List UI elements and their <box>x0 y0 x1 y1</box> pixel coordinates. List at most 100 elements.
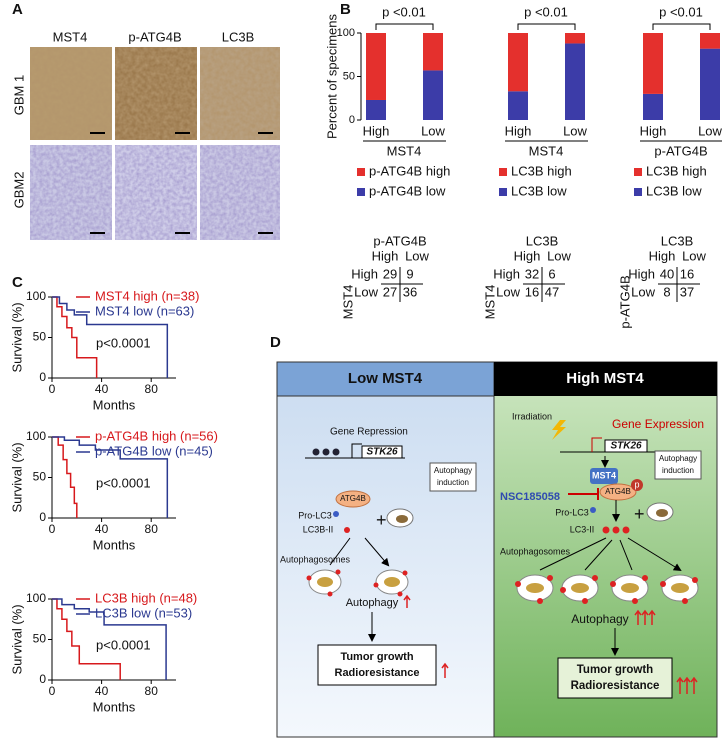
table-cell: 32 <box>525 266 539 281</box>
table-cell: 6 <box>548 266 555 281</box>
panel-letter: D <box>270 334 281 351</box>
table-cell: 9 <box>406 266 413 281</box>
table-cell: 29 <box>383 266 397 281</box>
x-tick-label: 40 <box>95 522 109 536</box>
legend-label: LC3B high <box>511 163 572 178</box>
bar-segment <box>700 33 720 49</box>
outcome: Radioresistance <box>571 680 660 692</box>
micrographs <box>30 47 280 240</box>
outcome: Radioresistance <box>335 667 420 679</box>
y-tick-label: 0 <box>39 370 46 384</box>
survival-curve <box>52 598 167 680</box>
table-column-title: p-ATG4B <box>373 233 426 248</box>
kinase: MST4 <box>592 470 616 480</box>
bar-segment <box>508 33 528 92</box>
x-tick-label: 80 <box>145 382 159 396</box>
y-axis-label: Survival (%) <box>9 302 24 372</box>
y-tick-label: 100 <box>26 591 46 605</box>
table-row-label: Low <box>496 284 520 299</box>
bar-segment <box>423 70 443 120</box>
bar-segment <box>508 91 528 120</box>
row-label: GBM 1 <box>11 75 26 115</box>
legend-swatch <box>634 168 642 176</box>
legend-swatch <box>357 188 365 196</box>
y-axis-label: Survival (%) <box>9 442 24 512</box>
table-cell: 27 <box>383 284 397 299</box>
y-tick-label: 50 <box>33 330 47 344</box>
row-label: GBM2 <box>11 172 26 209</box>
table-column-label: High <box>372 248 399 263</box>
legend-label: LC3B high (n=48) <box>95 590 197 605</box>
lc3: LC3B-II <box>303 524 334 534</box>
x-tick-label: Low <box>421 123 445 138</box>
y-tick-label: 0 <box>349 114 355 126</box>
autophagosomes-label: Autophagosomes <box>500 546 571 556</box>
legend-label: MST4 high (n=38) <box>95 288 199 303</box>
table-row-title: MST4 <box>482 285 497 320</box>
table-row-label: Low <box>631 284 655 299</box>
x-tick-label: 0 <box>49 382 56 396</box>
autophagy: Autophagy <box>346 597 399 609</box>
x-tick-label: High <box>505 123 532 138</box>
x-tick-label: High <box>363 123 390 138</box>
x-axis-label: Months <box>93 699 136 714</box>
x-axis-label: p-ATG4B <box>654 143 707 158</box>
table-cell: 40 <box>660 266 674 281</box>
pro-lc3: Pro-LC3 <box>555 507 589 517</box>
gene: STK26 <box>366 447 398 458</box>
table-row-label: High <box>493 266 520 281</box>
x-axis-label: MST4 <box>387 143 422 158</box>
annotation: p <0.01 <box>524 4 568 19</box>
annotation: p <0.01 <box>659 4 703 19</box>
survival-curve <box>52 296 169 378</box>
x-tick-label: 80 <box>145 522 159 536</box>
column-label: MST4 <box>53 29 88 44</box>
legend-label: p-ATG4B low <box>369 183 446 198</box>
bar-segment <box>366 99 386 120</box>
x-axis-label: Months <box>93 397 136 412</box>
legend-swatch <box>499 168 507 176</box>
bar-segment <box>643 93 663 120</box>
survival-curve <box>52 598 121 680</box>
table-column-title: LC3B <box>526 233 559 248</box>
legend-label: LC3B low <box>511 183 567 198</box>
x-tick-label: 0 <box>49 522 56 536</box>
survival-curve <box>52 436 169 518</box>
y-tick-label: 100 <box>26 429 46 443</box>
legend-label: LC3B low (n=53) <box>95 605 192 620</box>
y-tick-label: 0 <box>39 510 46 524</box>
gene-label: Gene Expression <box>612 417 704 431</box>
pro-lc3: Pro-LC3 <box>298 510 332 520</box>
table-column-label: High <box>649 248 676 263</box>
y-tick-label: 50 <box>343 70 355 82</box>
legend-swatch <box>499 188 507 196</box>
induction: induction <box>437 478 469 487</box>
y-axis-label: Percent of specimens <box>324 14 339 140</box>
outcome: Tumor growth <box>340 651 413 663</box>
x-tick-label: 40 <box>95 684 109 698</box>
x-tick-label: 80 <box>145 684 159 698</box>
bar-segment <box>366 33 386 100</box>
outcome: Tumor growth <box>577 664 653 676</box>
table-row-label: Low <box>354 284 378 299</box>
table-cell: 8 <box>663 284 670 299</box>
annotation: p <0.01 <box>382 4 426 19</box>
x-tick-label: 0 <box>49 684 56 698</box>
table-cell: 16 <box>525 284 539 299</box>
autophagy: Autophagy <box>571 612 628 626</box>
plus: + <box>634 504 645 524</box>
panel-a: A MST4 p-ATG4B LC3B GBM 1 GBM2 <box>11 1 280 240</box>
diagram: Low MST4 High MST4 Gene Repression STK26… <box>276 361 718 738</box>
legend-label: p-ATG4B high (n=56) <box>95 428 218 443</box>
table-cell: 37 <box>680 284 694 299</box>
induction: induction <box>662 466 694 475</box>
legend-label: LC3B high <box>646 163 707 178</box>
bar-segment <box>423 33 443 71</box>
legend-label: MST4 low (n=63) <box>95 303 194 318</box>
x-tick-label: Low <box>563 123 587 138</box>
enzyme: ATG4B <box>340 494 366 503</box>
y-tick-label: 50 <box>33 470 47 484</box>
legend-label: p-ATG4B low (n=45) <box>95 443 213 458</box>
column-label: p-ATG4B <box>128 29 181 44</box>
annotation: p<0.0001 <box>96 475 151 490</box>
